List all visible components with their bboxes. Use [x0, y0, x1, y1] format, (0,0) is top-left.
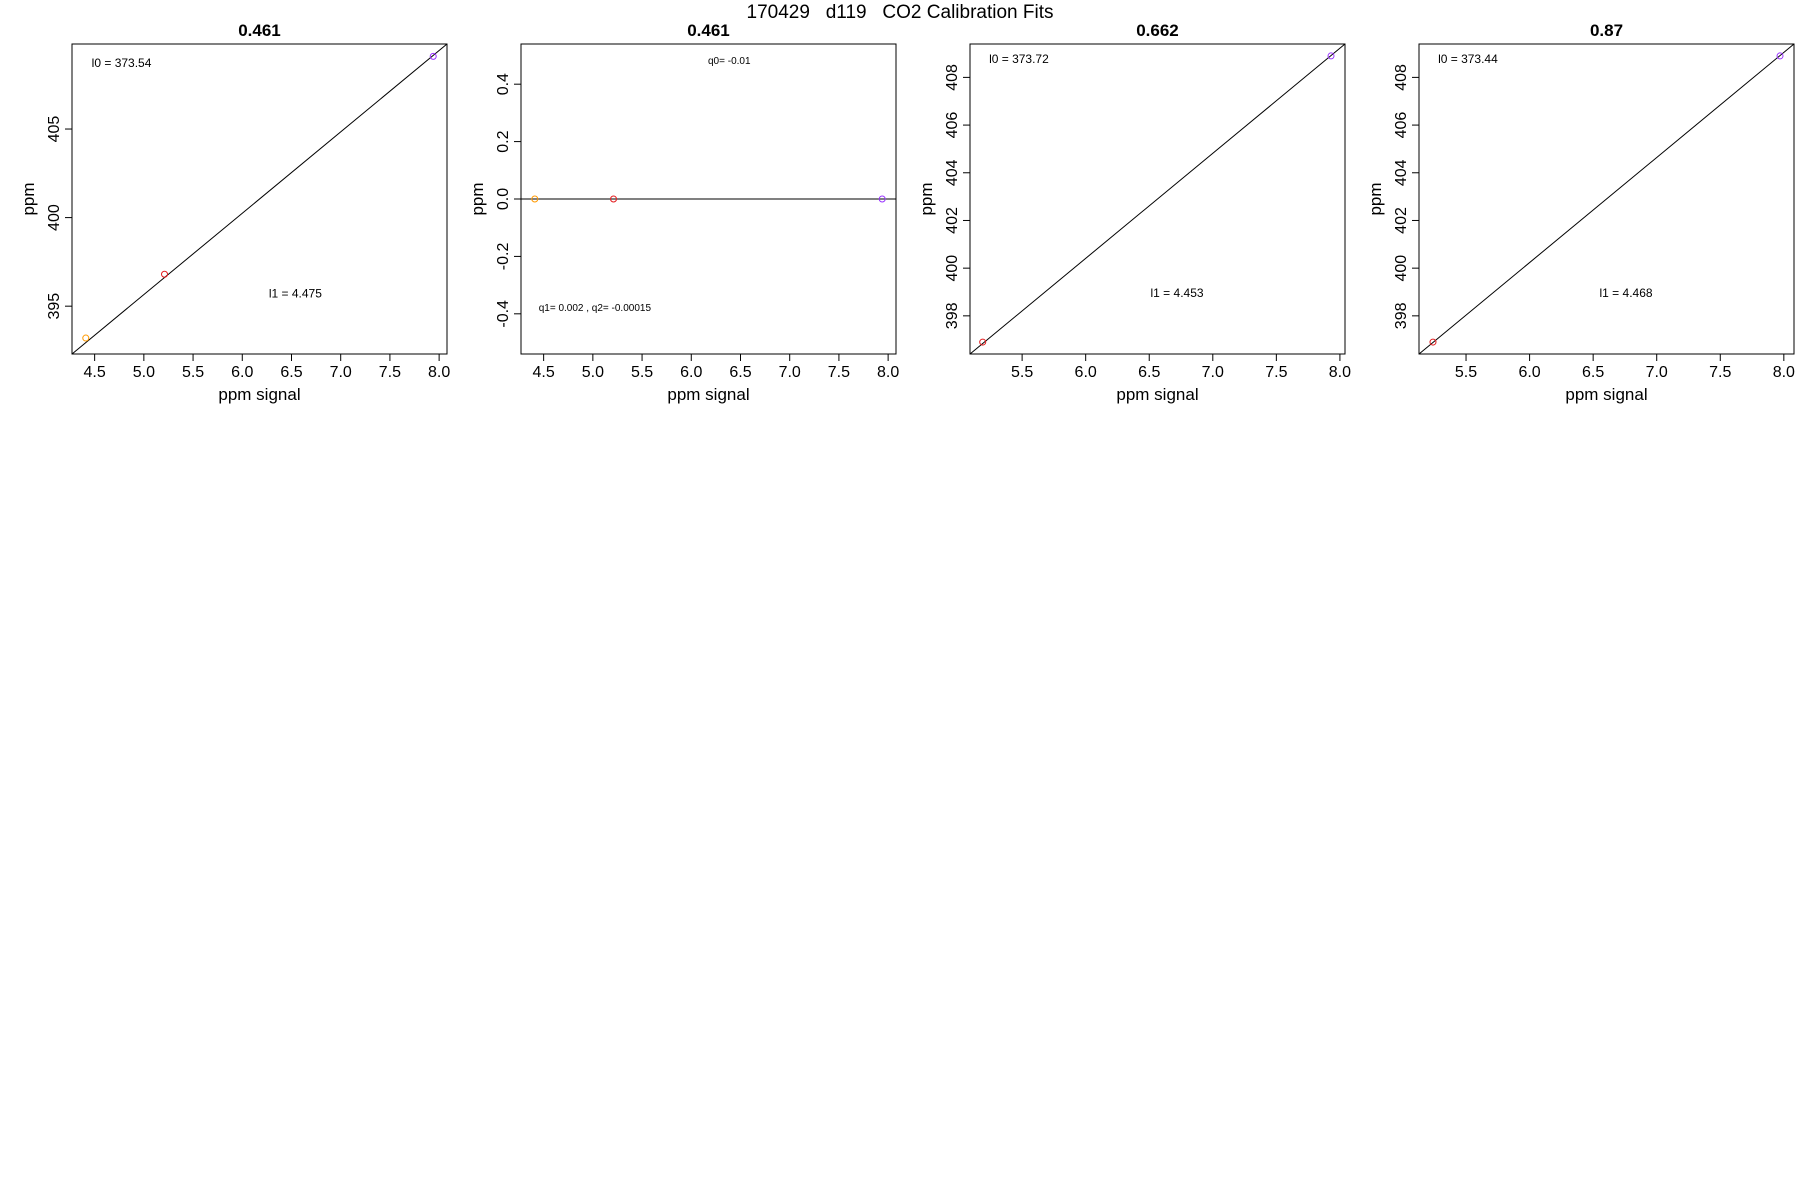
y-axis-label: ppm [1366, 182, 1385, 215]
x-tick-label: 5.5 [631, 364, 653, 381]
chart-panel-1: 0.461 4.5 5.0 5.5 6.0 6.5 7.0 7.5 8.0 395 400 405 pp… [19, 21, 450, 404]
y-tick-label: 404 [1393, 159, 1410, 186]
y-tick-label: 398 [944, 302, 961, 329]
x-tick-label: 5.5 [1011, 364, 1033, 381]
figure-title: 170429 d119 CO2 Calibration Fits [746, 2, 1054, 23]
x-tick-label: 7.0 [330, 364, 352, 381]
y-tick-label: 0.4 [495, 73, 512, 95]
x-tick-label: 7.5 [1709, 364, 1731, 381]
y-tick-label: 406 [1393, 112, 1410, 139]
x-tick-label: 6.5 [1582, 364, 1604, 381]
y-tick-label: 0.2 [495, 130, 512, 152]
panel-title: 0.461 [238, 21, 281, 40]
fit-annotation: l1 = 4.453 [1151, 286, 1204, 300]
x-axis-label: ppm signal [218, 385, 300, 404]
data-point [531, 195, 539, 203]
x-tick-label: 8.0 [428, 364, 450, 381]
y-tick-label: 408 [944, 64, 961, 91]
y-tick-label: 400 [46, 204, 63, 231]
x-tick-label: 5.0 [582, 364, 604, 381]
panel-title: 0.87 [1590, 21, 1623, 40]
fit-annotation: l0 = 373.72 [989, 52, 1049, 66]
y-tick-label: 0.0 [495, 188, 512, 210]
data-point [1327, 52, 1335, 60]
y-tick-label: 400 [1393, 255, 1410, 282]
panel-title: 0.461 [687, 21, 730, 40]
data-point [82, 334, 90, 342]
fit-annotation: q0= -0.01 [708, 56, 751, 67]
y-tick-label: 408 [1393, 64, 1410, 91]
x-tick-label: 6.5 [729, 364, 751, 381]
data-point [979, 338, 987, 346]
x-axis-label: ppm signal [1116, 385, 1198, 404]
x-tick-label: 6.0 [1518, 364, 1540, 381]
plot-frame [71, 43, 448, 355]
y-tick-label: 400 [944, 255, 961, 282]
x-tick-label: 6.0 [680, 364, 702, 381]
y-tick-label: 395 [46, 293, 63, 320]
fit-line [72, 44, 447, 354]
y-tick-label: 404 [944, 159, 961, 186]
data-point [161, 270, 169, 278]
x-tick-label: 8.0 [1329, 364, 1351, 381]
y-tick-label: 402 [944, 207, 961, 234]
y-axis-label: ppm [468, 182, 487, 215]
x-tick-label: 6.0 [1075, 364, 1097, 381]
x-tick-label: 7.0 [779, 364, 801, 381]
plot-frame [969, 43, 1346, 355]
x-tick-label: 7.0 [1646, 364, 1668, 381]
panel-title: 0.662 [1136, 21, 1179, 40]
x-tick-label: 8.0 [877, 364, 899, 381]
fit-annotation: l0 = 373.54 [92, 56, 152, 70]
y-axis-label: ppm [19, 182, 38, 215]
y-tick-label: 405 [46, 116, 63, 143]
x-tick-label: 4.5 [533, 364, 555, 381]
fit-annotation: q1= 0.002 , q2= -0.00015 [539, 303, 652, 314]
chart-panel-4: 0.87 5.5 6.0 6.5 7.0 7.5 8.0 398 400 402 404 406 408… [1366, 21, 1795, 404]
x-tick-label: 7.0 [1202, 364, 1224, 381]
data-point [610, 195, 618, 203]
y-tick-label: 402 [1393, 207, 1410, 234]
x-tick-label: 6.5 [280, 364, 302, 381]
chart-panel-3: 0.662 5.5 6.0 6.5 7.0 7.5 8.0 398 400 402 404 406 40… [917, 21, 1351, 404]
y-axis-label: ppm [917, 182, 936, 215]
fit-annotation: l0 = 373.44 [1438, 52, 1498, 66]
data-point [878, 195, 886, 203]
y-tick-label: 398 [1393, 302, 1410, 329]
data-point [1776, 52, 1784, 60]
y-tick-label: -0.2 [495, 243, 512, 271]
x-tick-label: 6.5 [1138, 364, 1160, 381]
x-tick-label: 6.0 [231, 364, 253, 381]
x-tick-label: 7.5 [379, 364, 401, 381]
x-tick-label: 8.0 [1773, 364, 1795, 381]
data-point [1429, 338, 1437, 346]
x-tick-label: 5.5 [182, 364, 204, 381]
data-point [429, 52, 437, 60]
y-tick-label: -0.4 [495, 300, 512, 328]
y-tick-label: 406 [944, 112, 961, 139]
fit-line [1419, 44, 1794, 354]
x-tick-label: 7.5 [1265, 364, 1287, 381]
x-tick-label: 5.0 [133, 364, 155, 381]
chart-panel-2: 0.461 4.5 5.0 5.5 6.0 6.5 7.0 7.5 8.0 -0.4 -0.2 0.0… [468, 21, 899, 404]
fit-line [970, 44, 1345, 354]
plot-frame [1418, 43, 1795, 355]
x-axis-label: ppm signal [1565, 385, 1647, 404]
x-tick-label: 4.5 [84, 364, 106, 381]
x-tick-label: 5.5 [1455, 364, 1477, 381]
fit-annotation: l1 = 4.468 [1600, 286, 1653, 300]
x-tick-label: 7.5 [828, 364, 850, 381]
fit-annotation: l1 = 4.475 [269, 286, 322, 300]
x-axis-label: ppm signal [667, 385, 749, 404]
